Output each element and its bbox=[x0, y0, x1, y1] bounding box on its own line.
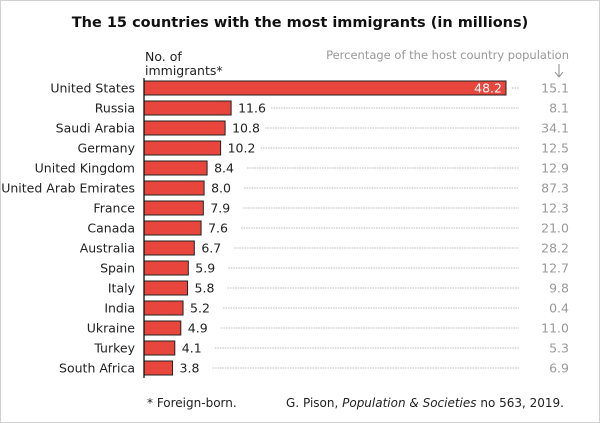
value-label: 8.4 bbox=[214, 161, 234, 176]
bar bbox=[143, 280, 189, 296]
percentage-label: 12.9 bbox=[541, 161, 569, 176]
value-label: 6.7 bbox=[201, 241, 221, 256]
footnote: * Foreign-born. bbox=[147, 396, 237, 410]
bar bbox=[143, 360, 174, 376]
bar bbox=[143, 340, 176, 356]
value-label: 8.0 bbox=[211, 181, 231, 196]
category-label: Saudi Arabia bbox=[56, 121, 135, 136]
bar bbox=[143, 80, 507, 96]
value-axis-label-line1: No. of bbox=[145, 49, 182, 64]
percentage-label: 12.7 bbox=[541, 261, 569, 276]
bar bbox=[143, 120, 226, 136]
category-label: South Africa bbox=[59, 361, 135, 376]
percentage-label: 87.3 bbox=[541, 181, 569, 196]
percentage-label: 5.3 bbox=[549, 341, 569, 356]
category-label: Ukraine bbox=[87, 321, 136, 336]
percentage-header: Percentage of the host country populatio… bbox=[326, 48, 569, 62]
value-label: 4.9 bbox=[188, 321, 208, 336]
source-note: G. Pison, Population & Societies no 563,… bbox=[286, 396, 564, 410]
percentage-label: 34.1 bbox=[541, 121, 569, 136]
bar bbox=[143, 160, 208, 176]
bar bbox=[143, 320, 182, 336]
percentage-label: 11.0 bbox=[541, 321, 569, 336]
bar bbox=[143, 200, 204, 216]
category-label: United States bbox=[50, 81, 135, 96]
value-label: 4.1 bbox=[182, 341, 202, 356]
value-label: 5.2 bbox=[190, 301, 210, 316]
bar bbox=[143, 100, 232, 116]
value-label: 5.8 bbox=[195, 281, 215, 296]
category-label: United Arab Emirates bbox=[1, 181, 135, 196]
category-label: Canada bbox=[87, 221, 135, 236]
bar bbox=[143, 180, 205, 196]
chart-title: The 15 countries with the most immigrant… bbox=[72, 15, 528, 31]
percentage-label: 9.8 bbox=[549, 281, 569, 296]
value-label: 10.2 bbox=[228, 141, 256, 156]
value-label: 11.6 bbox=[238, 101, 266, 116]
bar bbox=[143, 220, 202, 236]
bar bbox=[143, 140, 222, 156]
category-label: Spain bbox=[100, 261, 135, 276]
percentage-label: 12.3 bbox=[541, 201, 569, 216]
percentage-label: 6.9 bbox=[549, 361, 569, 376]
percentage-label: 8.1 bbox=[549, 101, 569, 116]
value-label: 48.2 bbox=[474, 81, 502, 96]
value-label: 5.9 bbox=[195, 261, 215, 276]
percentage-label: 12.5 bbox=[541, 141, 569, 156]
down-arrow-icon bbox=[554, 64, 564, 78]
value-axis-label-line2: immigrants* bbox=[145, 63, 223, 78]
category-label: Russia bbox=[95, 101, 135, 116]
value-label: 7.9 bbox=[210, 201, 230, 216]
value-label: 10.8 bbox=[232, 121, 260, 136]
value-label: 7.6 bbox=[208, 221, 228, 236]
bar bbox=[143, 240, 195, 256]
category-label: United Kingdom bbox=[35, 161, 135, 176]
category-label: Turkey bbox=[93, 341, 135, 356]
value-label: 3.8 bbox=[180, 361, 200, 376]
percentage-label: 28.2 bbox=[541, 241, 569, 256]
percentage-label: 21.0 bbox=[541, 221, 569, 236]
bar bbox=[143, 260, 189, 276]
category-label: Italy bbox=[108, 281, 136, 296]
bar bbox=[143, 300, 184, 316]
category-label: France bbox=[93, 201, 135, 216]
category-label: India bbox=[104, 301, 135, 316]
category-label: Germany bbox=[78, 141, 136, 156]
category-label: Australia bbox=[80, 241, 135, 256]
percentage-label: 15.1 bbox=[541, 81, 569, 96]
percentage-label: 0.4 bbox=[549, 301, 569, 316]
